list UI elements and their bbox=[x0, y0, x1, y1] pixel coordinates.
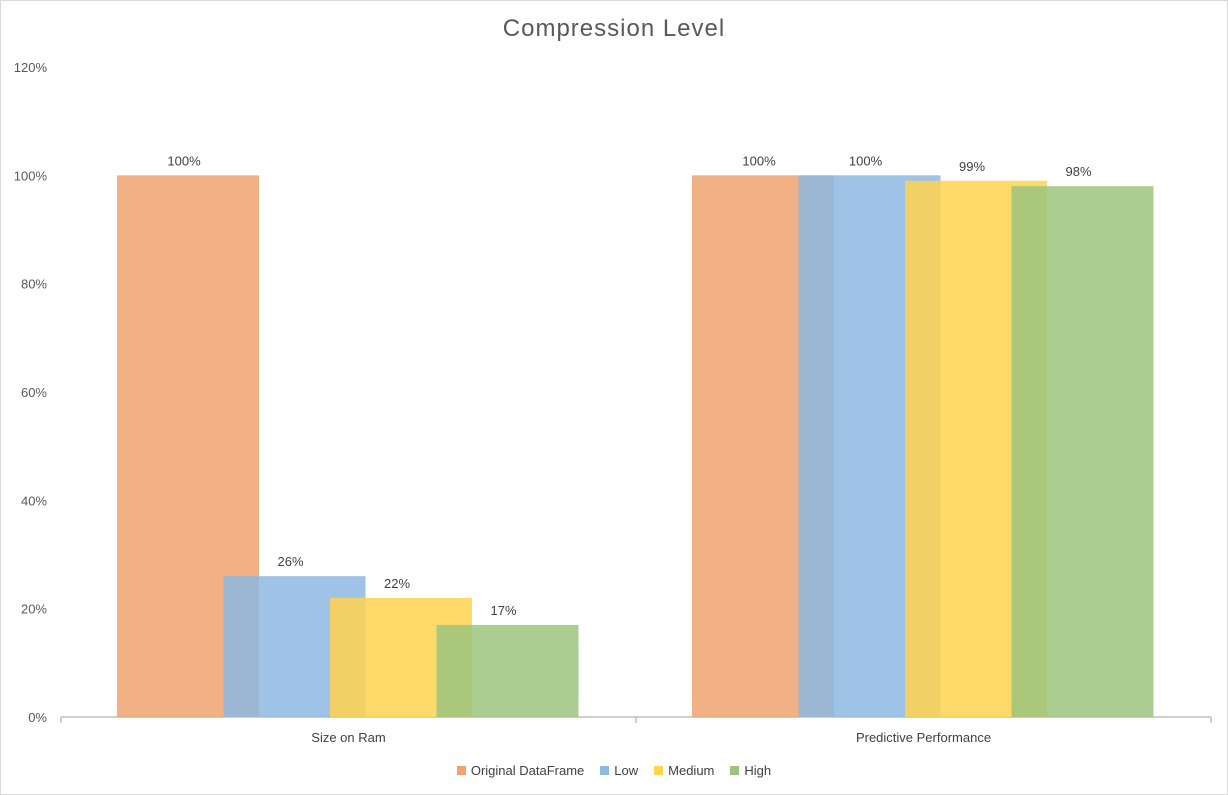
data-label: 17% bbox=[490, 603, 516, 618]
legend-swatch bbox=[654, 766, 664, 775]
legend-label: High bbox=[744, 763, 772, 778]
legend-item: Low bbox=[600, 763, 638, 778]
chart-legend: Original DataFrame Low Medium High bbox=[1, 763, 1227, 778]
data-label: 100% bbox=[167, 153, 201, 168]
y-tick-label: 60% bbox=[21, 385, 47, 400]
bar bbox=[436, 624, 579, 717]
data-label: 100% bbox=[849, 153, 883, 168]
legend-swatch bbox=[600, 766, 610, 775]
legend-item: Original DataFrame bbox=[456, 763, 585, 778]
y-tick-label: 120% bbox=[14, 60, 48, 75]
legend-item: Medium bbox=[654, 763, 714, 778]
category-label: Size on Ram bbox=[311, 730, 385, 745]
data-label: 22% bbox=[384, 576, 410, 591]
legend-swatch bbox=[730, 766, 740, 775]
y-tick-label: 40% bbox=[21, 493, 47, 508]
y-tick-label: 20% bbox=[21, 602, 47, 617]
y-tick-label: 80% bbox=[21, 277, 47, 292]
legend-swatch bbox=[456, 766, 466, 775]
legend-item: High bbox=[730, 763, 771, 778]
legend-label: Original DataFrame bbox=[470, 763, 585, 778]
data-label: 99% bbox=[959, 159, 985, 174]
y-tick-label: 0% bbox=[28, 710, 47, 725]
y-tick-label: 100% bbox=[14, 168, 48, 183]
legend-label: Low bbox=[614, 763, 639, 778]
data-label: 98% bbox=[1065, 164, 1091, 179]
legend-label: Medium bbox=[668, 763, 715, 778]
data-label: 100% bbox=[742, 153, 776, 168]
chart-title: Compression Level bbox=[502, 15, 726, 42]
category-label: Predictive Performance bbox=[856, 730, 991, 745]
data-label: 26% bbox=[277, 554, 303, 569]
bar bbox=[1011, 186, 1154, 717]
